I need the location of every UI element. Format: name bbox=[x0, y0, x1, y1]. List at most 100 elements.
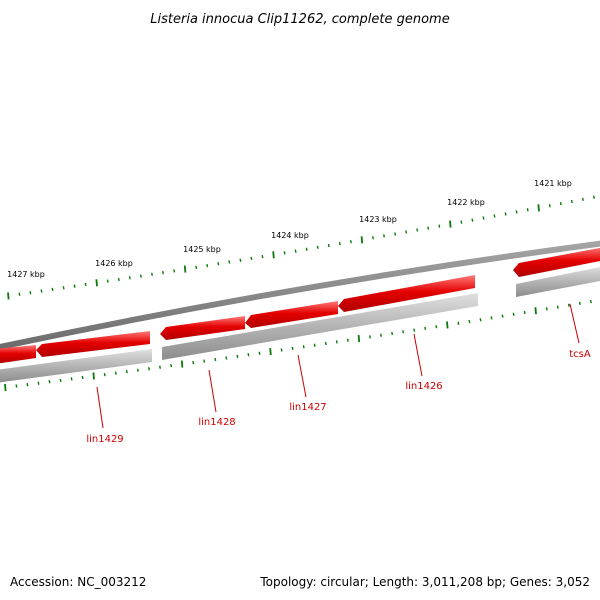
major-tick bbox=[180, 360, 184, 368]
minor-tick bbox=[236, 354, 239, 359]
minor-tick bbox=[170, 363, 173, 368]
minor-tick bbox=[479, 318, 482, 322]
minor-tick bbox=[203, 359, 206, 363]
minor-tick bbox=[581, 197, 584, 202]
gene-arrow[interactable] bbox=[245, 301, 338, 328]
kbp-label: 1426 kbp bbox=[95, 259, 133, 268]
minor-tick bbox=[416, 228, 419, 232]
minor-tick bbox=[73, 284, 76, 288]
kbp-label: 1422 kbp bbox=[447, 198, 485, 207]
minor-tick bbox=[567, 303, 570, 307]
minor-tick bbox=[490, 316, 493, 320]
minor-tick bbox=[413, 328, 416, 332]
minor-tick bbox=[173, 269, 176, 273]
genome-backbone bbox=[0, 240, 600, 350]
minor-tick bbox=[372, 236, 374, 240]
minor-tick bbox=[438, 224, 441, 228]
minor-tick bbox=[103, 372, 106, 377]
kbp-label: 1421 kbp bbox=[534, 179, 572, 188]
minor-tick bbox=[427, 226, 430, 230]
minor-tick bbox=[305, 247, 308, 251]
minor-tick bbox=[125, 369, 128, 374]
label-leaders bbox=[96, 303, 580, 429]
minor-tick bbox=[501, 314, 504, 318]
minor-tick bbox=[405, 230, 408, 234]
minor-tick bbox=[81, 375, 84, 380]
minor-tick bbox=[556, 305, 559, 309]
minor-tick bbox=[324, 341, 327, 346]
major-tick bbox=[357, 335, 361, 343]
minor-tick bbox=[159, 365, 161, 369]
minor-tick bbox=[139, 274, 142, 278]
minor-tick bbox=[151, 272, 153, 276]
minor-tick bbox=[247, 353, 250, 357]
minor-tick bbox=[214, 357, 217, 362]
minor-tick bbox=[59, 378, 62, 383]
minor-tick bbox=[18, 292, 21, 296]
minor-tick bbox=[559, 201, 562, 206]
gene-label[interactable]: tcsA bbox=[569, 349, 591, 360]
forward-genes bbox=[0, 247, 600, 364]
kbp-labels: 1427 kbp 1426 kbp 1425 kbp 1424 kbp 1423… bbox=[7, 179, 572, 279]
gene-label[interactable]: lin1426 bbox=[405, 381, 442, 392]
minor-tick bbox=[592, 195, 595, 199]
major-tick bbox=[449, 220, 452, 228]
minor-tick bbox=[70, 377, 73, 381]
minor-tick bbox=[526, 208, 529, 212]
leader-line bbox=[96, 386, 104, 429]
minor-tick bbox=[460, 220, 463, 224]
minor-tick bbox=[313, 343, 316, 347]
gene-label[interactable]: lin1427 bbox=[289, 402, 326, 413]
genome-summary-text: Topology: circular; Length: 3,011,208 bp… bbox=[259, 575, 590, 589]
minor-tick bbox=[512, 312, 515, 316]
accession-text: Accession: NC_003212 bbox=[10, 575, 146, 589]
minor-tick bbox=[383, 234, 385, 238]
minor-tick bbox=[316, 245, 319, 249]
strand-segment bbox=[162, 293, 478, 360]
major-tick bbox=[92, 372, 95, 380]
minor-tick bbox=[578, 301, 581, 306]
minor-tick bbox=[523, 310, 526, 315]
major-tick bbox=[272, 251, 275, 259]
minor-tick bbox=[402, 330, 405, 334]
minor-tick bbox=[391, 331, 394, 336]
gene-arrow[interactable] bbox=[513, 247, 600, 277]
minor-tick bbox=[346, 338, 349, 342]
strand-segment bbox=[516, 267, 600, 297]
gene-arrow[interactable] bbox=[36, 331, 150, 357]
minor-tick bbox=[206, 263, 209, 268]
kbp-label: 1427 kbp bbox=[7, 270, 45, 279]
minor-tick bbox=[548, 204, 551, 208]
minor-tick bbox=[570, 199, 573, 204]
minor-tick bbox=[195, 265, 198, 270]
minor-tick bbox=[327, 243, 330, 248]
gene-arrow[interactable] bbox=[160, 316, 245, 340]
kbp-label: 1423 kbp bbox=[359, 215, 397, 224]
strand-segment bbox=[0, 349, 152, 383]
major-tick bbox=[4, 383, 7, 391]
minor-tick bbox=[250, 256, 253, 261]
minor-tick bbox=[380, 333, 382, 337]
minor-tick bbox=[239, 258, 242, 262]
minor-tick bbox=[280, 348, 283, 352]
minor-tick bbox=[228, 260, 231, 264]
gene-arrow[interactable] bbox=[338, 275, 475, 312]
gene-arrow[interactable] bbox=[0, 345, 36, 364]
minor-tick bbox=[294, 249, 297, 253]
gene-label[interactable]: lin1428 bbox=[198, 417, 235, 428]
minor-tick bbox=[136, 368, 139, 372]
minor-tick bbox=[15, 384, 18, 388]
minor-tick bbox=[225, 356, 228, 360]
map-title: Listeria innocua Clip11262, complete gen… bbox=[150, 12, 449, 27]
minor-tick bbox=[258, 351, 261, 355]
minor-tick bbox=[338, 241, 341, 246]
minor-tick bbox=[457, 321, 460, 325]
minor-tick bbox=[192, 360, 195, 365]
minor-tick bbox=[471, 218, 474, 222]
gene-label[interactable]: lin1429 bbox=[86, 434, 123, 445]
minor-tick bbox=[37, 381, 40, 385]
kbp-label: 1425 kbp bbox=[183, 245, 221, 254]
kbp-label: 1424 kbp bbox=[271, 231, 309, 240]
minor-tick bbox=[424, 326, 427, 331]
major-tick bbox=[269, 348, 272, 356]
